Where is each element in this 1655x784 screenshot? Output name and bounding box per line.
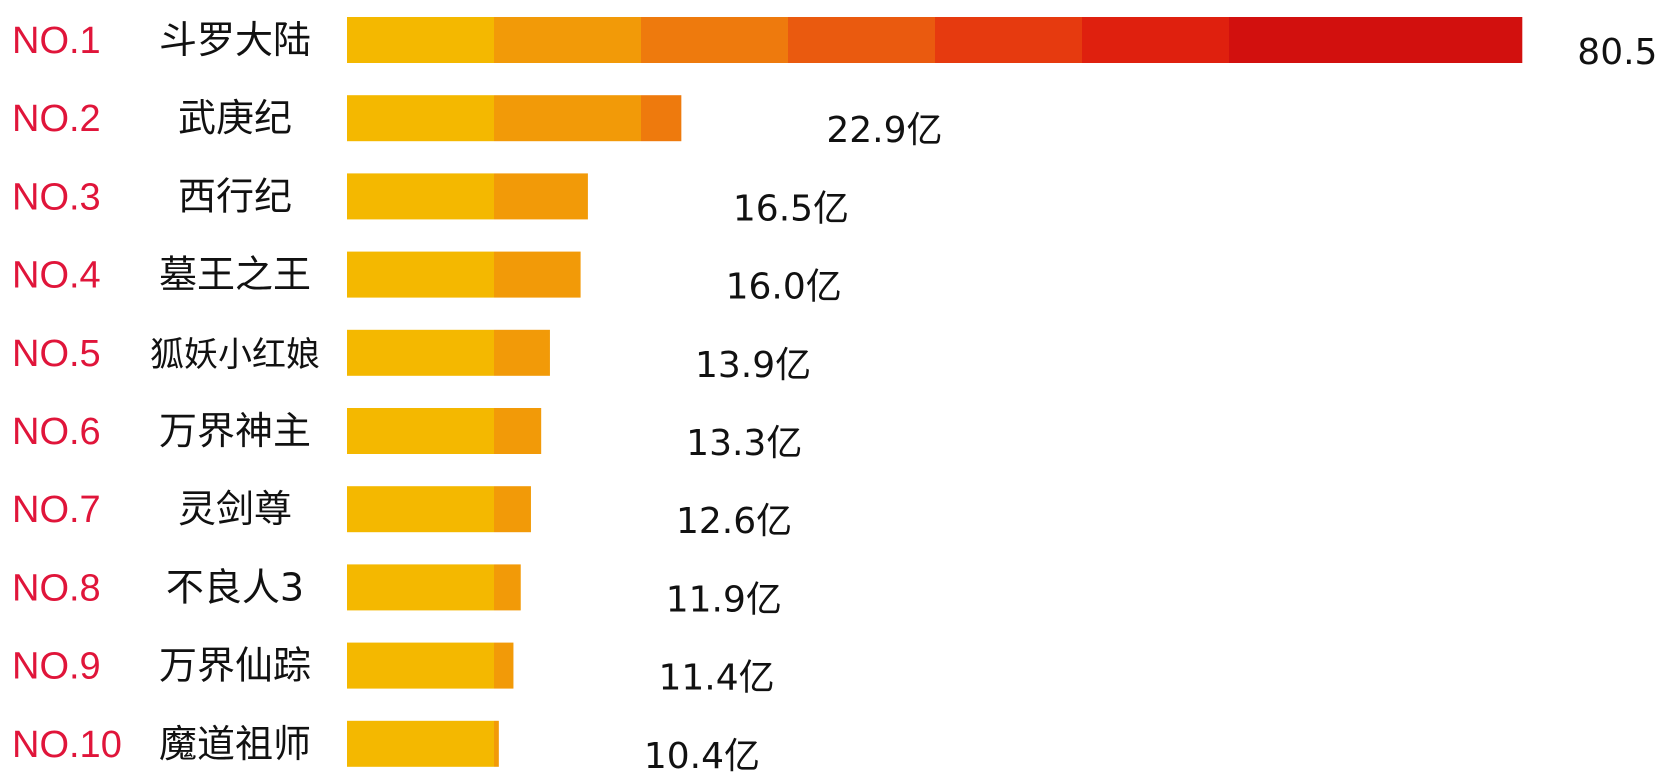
bar-segment	[347, 642, 494, 689]
bar	[347, 95, 682, 142]
bar-segment	[641, 17, 788, 63]
bar-segment	[347, 251, 494, 298]
rank-label: NO.2	[12, 98, 101, 140]
bar-segment	[494, 720, 499, 767]
bar-segment	[347, 173, 494, 220]
value-label: 12.6亿	[676, 501, 792, 542]
category-label: 万界神主	[159, 409, 311, 453]
bar-segment	[347, 486, 494, 533]
bar	[347, 329, 550, 376]
value-label: 16.5亿	[733, 188, 849, 229]
bar-segment	[494, 642, 514, 689]
bar-segment	[494, 251, 581, 298]
bar	[347, 17, 1523, 63]
bar-segment	[347, 329, 494, 376]
bar	[347, 173, 588, 220]
bar-segment	[347, 564, 494, 611]
bar-segment	[494, 486, 531, 533]
value-label: 13.9亿	[695, 345, 811, 386]
category-label: 斗罗大陆	[159, 18, 311, 62]
bar-segment	[494, 564, 521, 611]
bar-segment	[1376, 17, 1523, 63]
bar-segment	[347, 408, 494, 454]
bar	[347, 564, 521, 611]
bar	[347, 251, 581, 298]
bar	[347, 408, 542, 454]
bar-segment	[935, 17, 1082, 63]
rank-label: NO.6	[12, 411, 101, 453]
bar-segment	[788, 17, 935, 63]
category-label: 魔道祖师	[159, 722, 311, 766]
rank-label: NO.1	[12, 20, 101, 62]
bar	[347, 642, 514, 689]
bar-segment	[494, 408, 542, 454]
category-label: 狐妖小红娘	[150, 335, 320, 375]
value-label: 16.0亿	[726, 267, 842, 308]
rank-label: NO.4	[12, 255, 101, 297]
bar-segment	[347, 17, 494, 63]
rank-label: NO.5	[12, 333, 101, 375]
chart-rows: NO.1 斗罗大陆 80.5 NO.2 武庚纪 22.9亿 NO.3 西行纪 16.5亿 NO.4…	[12, 17, 1655, 777]
category-label: 灵剑尊	[178, 487, 292, 531]
value-label: 22.9亿	[826, 110, 942, 151]
bar-segment	[641, 95, 682, 142]
bar	[347, 720, 499, 767]
bar-segment	[494, 95, 641, 142]
bar-segment	[494, 329, 550, 376]
bar-segment	[494, 17, 641, 63]
rank-label: NO.8	[12, 567, 101, 609]
bar	[347, 486, 531, 533]
value-label: 10.4亿	[644, 736, 760, 777]
category-label: 武庚纪	[178, 96, 292, 140]
value-label: 11.9亿	[666, 579, 782, 620]
bar-segment	[494, 173, 588, 220]
rank-label: NO.7	[12, 489, 101, 531]
category-label: 西行纪	[178, 174, 292, 218]
value-label: 11.4亿	[658, 658, 774, 699]
bar-segment	[1229, 17, 1376, 63]
value-label: 80.5	[1577, 32, 1655, 73]
rank-label: NO.3	[12, 176, 101, 218]
rank-label: NO.9	[12, 646, 101, 688]
bar-segment	[1082, 17, 1229, 63]
rank-label: NO.10	[12, 724, 122, 766]
value-label: 13.3亿	[686, 423, 802, 464]
category-label: 不良人3	[166, 565, 304, 609]
bar-segment	[347, 720, 494, 767]
bar-segment	[347, 95, 494, 142]
category-label: 万界仙踪	[159, 644, 311, 688]
category-label: 墓王之王	[159, 253, 311, 297]
